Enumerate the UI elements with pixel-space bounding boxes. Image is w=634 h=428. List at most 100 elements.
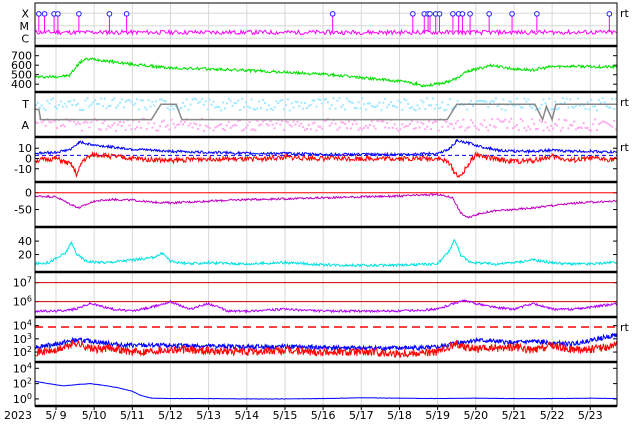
toward-point [210, 103, 213, 106]
away-point [468, 126, 471, 129]
toward-point [349, 101, 352, 104]
away-point [613, 119, 616, 122]
away-point [130, 128, 133, 131]
away-point [584, 126, 587, 129]
toward-point [386, 106, 389, 109]
toward-point [111, 99, 114, 102]
away-point [357, 128, 360, 131]
away-point [363, 126, 366, 129]
toward-point [359, 107, 362, 110]
away-point [220, 123, 223, 126]
toward-point [132, 104, 135, 107]
away-point [256, 120, 259, 123]
x-tick-label: 5/10 [82, 409, 107, 422]
toward-point [263, 102, 266, 105]
away-point [40, 121, 43, 124]
toward-point [466, 108, 469, 111]
toward-point [214, 106, 217, 109]
toward-point [141, 99, 144, 102]
toward-point [479, 99, 482, 102]
toward-point [241, 97, 244, 100]
toward-point [353, 106, 356, 109]
toward-point [323, 98, 326, 101]
away-point [212, 129, 215, 132]
x-tick-label: 5/20 [463, 409, 488, 422]
away-point [304, 129, 307, 132]
away-point [344, 122, 347, 125]
away-point [250, 128, 253, 131]
toward-point [115, 106, 118, 109]
toward-point [260, 107, 263, 110]
away-point [407, 124, 410, 127]
toward-point [433, 107, 436, 110]
toward-point [344, 108, 347, 111]
toward-point [470, 99, 473, 102]
toward-point [582, 104, 585, 107]
toward-point [557, 107, 560, 110]
toward-point [86, 97, 89, 100]
away-point [271, 123, 274, 126]
away-point [386, 121, 389, 124]
toward-point [88, 105, 91, 108]
x-tick-label: 5/ 9 [45, 409, 66, 422]
y-tick-label: 0 [25, 152, 32, 165]
away-point [466, 126, 469, 129]
toward-point [147, 99, 150, 102]
away-point [502, 120, 505, 123]
away-point [141, 117, 144, 120]
toward-point [382, 101, 385, 104]
toward-point [159, 98, 162, 101]
away-point [384, 126, 387, 129]
toward-point [309, 103, 312, 106]
level-label: M [20, 20, 30, 33]
away-point [330, 122, 333, 125]
toward-point [561, 97, 564, 100]
away-point [563, 118, 566, 121]
toward-point [449, 98, 452, 101]
y-tick-label: -50 [14, 204, 32, 217]
away-point [504, 118, 507, 121]
away-point [359, 127, 362, 130]
away-point [191, 126, 194, 129]
flare-marker [486, 11, 492, 17]
away-point [296, 120, 299, 123]
away-point [544, 121, 547, 124]
bt-line [34, 138, 618, 157]
away-point [582, 122, 585, 125]
away-point [557, 118, 560, 121]
toward-point [376, 104, 379, 107]
toward-point [155, 100, 158, 103]
toward-point [447, 103, 450, 106]
away-point [399, 128, 402, 131]
x-tick-label: 5/17 [349, 409, 374, 422]
toward-point [235, 102, 238, 105]
toward-point [281, 98, 284, 101]
away-point [458, 126, 461, 129]
toward-point [109, 104, 112, 107]
flare-marker [329, 11, 336, 17]
toward-point [231, 104, 234, 107]
away-point [515, 124, 518, 127]
away-point [498, 119, 501, 122]
toward-point [197, 101, 200, 104]
toward-point [365, 108, 368, 111]
away-point [61, 123, 64, 126]
toward-point [227, 97, 230, 100]
toward-point [277, 102, 280, 105]
toward-point [407, 102, 410, 105]
toward-point [378, 101, 381, 104]
away-point [388, 127, 391, 130]
away-point [519, 117, 522, 120]
toward-point [94, 99, 97, 102]
away-point [368, 123, 371, 126]
toward-point [199, 100, 202, 103]
toward-point [189, 103, 192, 106]
away-point [75, 123, 78, 126]
away-point [489, 124, 492, 127]
toward-point [262, 98, 265, 101]
away-point [380, 120, 383, 123]
x-tick-label: 5/13 [196, 409, 221, 422]
toward-point [48, 102, 51, 105]
away-point [328, 124, 331, 127]
